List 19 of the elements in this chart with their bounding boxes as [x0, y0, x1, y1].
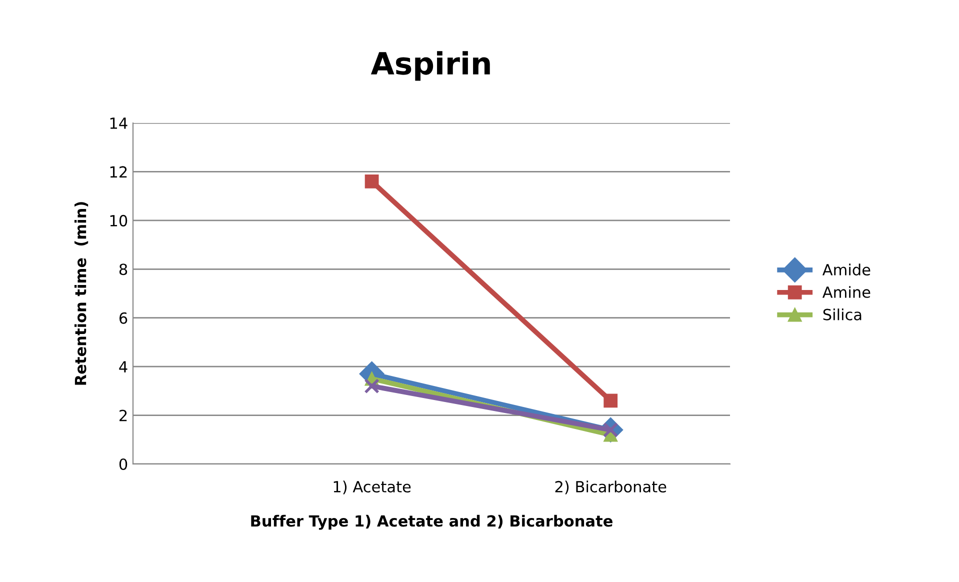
y-tick-label: 14 — [110, 118, 128, 129]
y-tick-label: 4 — [119, 361, 128, 372]
legend-label: Silica — [823, 308, 862, 320]
legend-label: Amide — [822, 264, 870, 276]
x-tick-label: 2) Bicarbonate — [555, 480, 666, 494]
y-tick-label: 6 — [119, 312, 128, 324]
y-tick-label: 12 — [110, 166, 127, 178]
point — [364, 378, 380, 394]
x-tick-label: 1) Acetate — [334, 480, 411, 494]
chart-title: Aspirin — [370, 51, 490, 81]
point — [604, 394, 618, 408]
legend-label: Amine — [822, 286, 870, 298]
y-tick-label: 10 — [110, 214, 128, 226]
point — [364, 174, 379, 188]
y-axis-title: Retention time (min) — [74, 202, 88, 385]
y-tick-label: 2 — [120, 410, 127, 422]
y-tick-label: 8 — [119, 264, 128, 276]
x-axis-title: Buffer Type 1) Acetate and 2) Bicarbonate — [251, 514, 612, 530]
y-tick-label: 0 — [119, 458, 128, 470]
